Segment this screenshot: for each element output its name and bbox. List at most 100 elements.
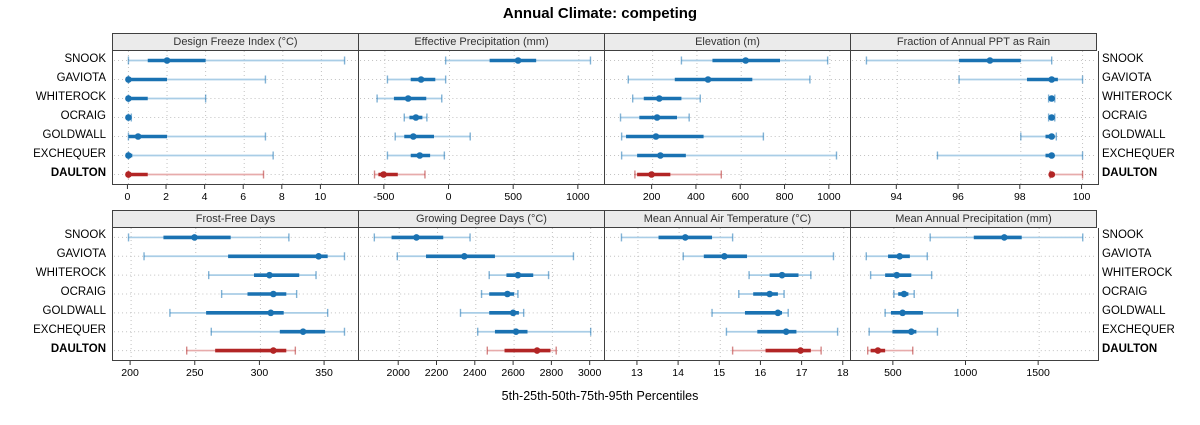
station-label: GOLDWALL: [1102, 304, 1166, 317]
station-label: DAULTON: [1102, 342, 1158, 355]
chart-title: Annual Climate: competing: [502, 5, 698, 22]
median-dot: [896, 252, 903, 260]
median-dot: [899, 309, 906, 317]
median-dot: [315, 252, 322, 260]
median-dot: [1000, 234, 1008, 241]
axis-tick-label: 2200: [425, 367, 449, 379]
median-dot: [652, 133, 660, 140]
median-dot: [266, 271, 273, 279]
station-label: GAVIOTA: [56, 248, 106, 261]
panel-header: Elevation (m): [604, 33, 851, 51]
median-dot: [874, 347, 882, 354]
panel-header: Design Freeze Index (°C): [112, 33, 359, 51]
panel-plot: [358, 51, 607, 185]
median-dot: [648, 171, 655, 178]
panel-plot: [604, 51, 853, 185]
median-dot: [299, 328, 307, 336]
median-dot: [125, 152, 132, 159]
station-label: GOLDWALL: [42, 304, 106, 317]
median-dot: [721, 252, 728, 260]
panel-plot: [112, 51, 361, 185]
panel-elevation: Elevation (m) 200 400 600 800 1000: [604, 33, 853, 207]
axis-tick-label: 2000: [386, 367, 410, 379]
axis-tick-label: 2800: [540, 367, 564, 379]
median-dot: [125, 114, 132, 121]
panel-x-axis: 94 96 98 100: [890, 185, 1091, 203]
panel-header: Effective Precipitation (mm): [358, 33, 605, 51]
axis-tick-label: 0: [125, 191, 131, 203]
panel-plot: [112, 228, 361, 361]
panel-header: Growing Degree Days (°C): [358, 210, 605, 228]
axis-tick-label: 18: [837, 367, 849, 379]
panel-mean-annual-precipitation: Mean Annual Precipitation (mm) 500 1000 15…: [850, 210, 1099, 385]
station-label: WHITEROCK: [1102, 267, 1173, 280]
axis-tick-label: 96: [952, 191, 964, 203]
panel-x-axis: 0 2 4 6 8 10: [125, 185, 327, 203]
axis-tick-label: 1000: [817, 191, 841, 203]
station-label: OCRAIG: [1102, 285, 1148, 298]
median-dot: [893, 271, 901, 279]
axis-tick-label: 15: [713, 367, 725, 379]
station-label: OCRAIG: [60, 285, 106, 298]
median-dot: [514, 271, 522, 279]
median-dot: [1048, 171, 1056, 178]
panel-design-freeze-index: Design Freeze Index (°C) 0 2 4 6 8 10: [112, 33, 361, 207]
median-dot: [778, 271, 786, 279]
median-dot: [782, 328, 790, 336]
panel-x-axis: 2000 2200 2400 2600 2800 3000: [386, 361, 602, 379]
median-dot: [512, 328, 520, 336]
station-label: DAULTON: [50, 166, 106, 179]
median-dot: [125, 76, 132, 83]
station-label: SNOOK: [1102, 229, 1144, 242]
station-label: DAULTON: [1102, 166, 1158, 179]
station-label: GAVIOTA: [1102, 248, 1152, 261]
axis-tick-label: 4: [202, 191, 208, 203]
station-label: WHITEROCK: [1102, 90, 1173, 103]
axis-tick-label: -500: [373, 191, 394, 203]
station-label: GOLDWALL: [1102, 128, 1166, 141]
median-dot: [416, 152, 424, 159]
station-label: OCRAIG: [60, 109, 106, 122]
median-dot: [797, 347, 804, 354]
axis-tick-label: 1500: [1026, 367, 1050, 379]
panel-fraction-ppt-rain: Fraction of Annual PPT as Rain 94 96 98 100: [850, 33, 1099, 207]
axis-tick-label: 500: [884, 367, 902, 379]
panel-plot: [604, 228, 853, 361]
axis-tick-label: 1000: [954, 367, 978, 379]
axis-tick-label: 400: [687, 191, 705, 203]
panel-x-axis: 13 14 15 16 17 18: [631, 361, 849, 379]
median-dot: [125, 171, 132, 178]
panel-mean-annual-air-temperature: Mean Annual Air Temperature (°C) 13 14 15 1…: [604, 210, 853, 385]
panel-x-axis: -500 0 500 1000: [373, 185, 590, 203]
median-dot: [742, 57, 749, 64]
panel-header: Fraction of Annual PPT as Rain: [850, 33, 1097, 51]
median-dot: [766, 290, 773, 298]
axis-tick-label: 800: [776, 191, 794, 203]
median-dot: [704, 76, 712, 83]
station-label: GAVIOTA: [56, 71, 106, 84]
panel-header: Mean Annual Precipitation (mm): [850, 210, 1097, 228]
x-axis-caption: 5th-25th-50th-75th-95th Percentiles: [501, 389, 699, 403]
axis-tick-label: 600: [731, 191, 749, 203]
station-labels-bottom-right: SNOOK GAVIOTA WHITEROCK OCRAIG GOLDWALL …: [1102, 226, 1198, 358]
axis-tick-label: 300: [251, 367, 269, 379]
median-dot: [1048, 95, 1056, 102]
axis-tick-label: 500: [504, 191, 522, 203]
panel-plot: [358, 228, 607, 361]
axis-tick-label: 94: [890, 191, 902, 203]
station-label: EXCHEQUER: [33, 323, 106, 336]
median-dot: [774, 309, 782, 317]
station-label: EXCHEQUER: [33, 147, 106, 160]
median-dot: [900, 290, 908, 298]
median-dot: [1048, 152, 1056, 159]
axis-tick-label: 200: [121, 367, 139, 379]
station-label: EXCHEQUER: [1102, 323, 1175, 336]
axis-tick-label: 16: [755, 367, 767, 379]
median-dot: [412, 114, 420, 121]
axis-tick-label: 10: [315, 191, 327, 203]
axis-tick-label: 350: [315, 367, 333, 379]
axis-tick-label: 6: [240, 191, 246, 203]
station-label: DAULTON: [50, 342, 106, 355]
station-label: OCRAIG: [1102, 109, 1148, 122]
